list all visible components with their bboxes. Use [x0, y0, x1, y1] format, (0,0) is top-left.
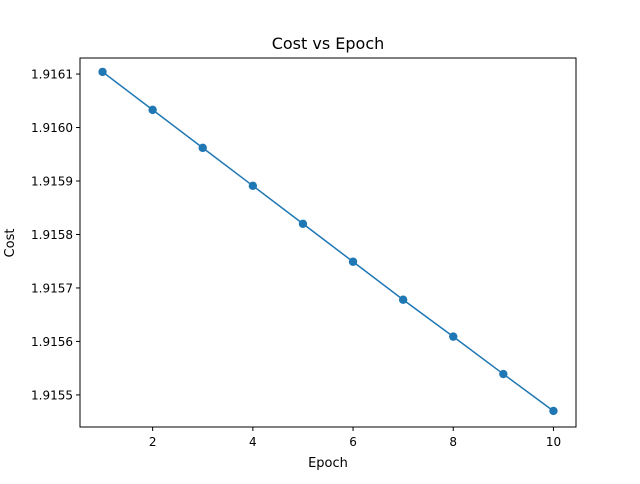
series-layer: [98, 67, 558, 416]
data-point: [348, 257, 358, 266]
x-axis-label: Epoch: [308, 456, 348, 471]
y-axis-label: Cost: [3, 229, 18, 258]
series-line: [102, 71, 554, 412]
y-tick-label: 1.9160: [31, 121, 73, 135]
x-tick-label: 8: [449, 435, 457, 449]
data-point: [98, 67, 107, 77]
x-tick-label: 10: [546, 435, 561, 449]
data-point: [549, 406, 558, 416]
x-tick-label: 4: [249, 435, 257, 449]
y-tick-label: 1.9158: [31, 228, 73, 242]
axes-frame: [79, 57, 577, 428]
chart-title: Cost vs Epoch: [272, 34, 385, 53]
data-point: [248, 181, 258, 191]
y-tick-label: 1.9156: [31, 335, 73, 349]
x-tick-label: 2: [149, 435, 157, 449]
y-tick-label: 1.9161: [31, 68, 73, 82]
data-point: [398, 295, 408, 304]
x-tick-label: 6: [349, 435, 357, 449]
x-axis-ticks: 2 4 6 8 10: [149, 427, 561, 449]
data-point: [298, 219, 308, 228]
data-point: [198, 143, 207, 153]
y-tick-label: 1.9157: [31, 281, 73, 295]
data-point: [148, 105, 157, 115]
y-tick-label: 1.9155: [31, 388, 73, 402]
y-tick-label: 1.9159: [31, 175, 73, 189]
y-axis-ticks: 1.9155 1.9156 1.9157 1.9158 1.9159 1.9160 1.91…: [31, 68, 80, 402]
data-point: [449, 332, 458, 341]
data-point: [499, 369, 508, 379]
